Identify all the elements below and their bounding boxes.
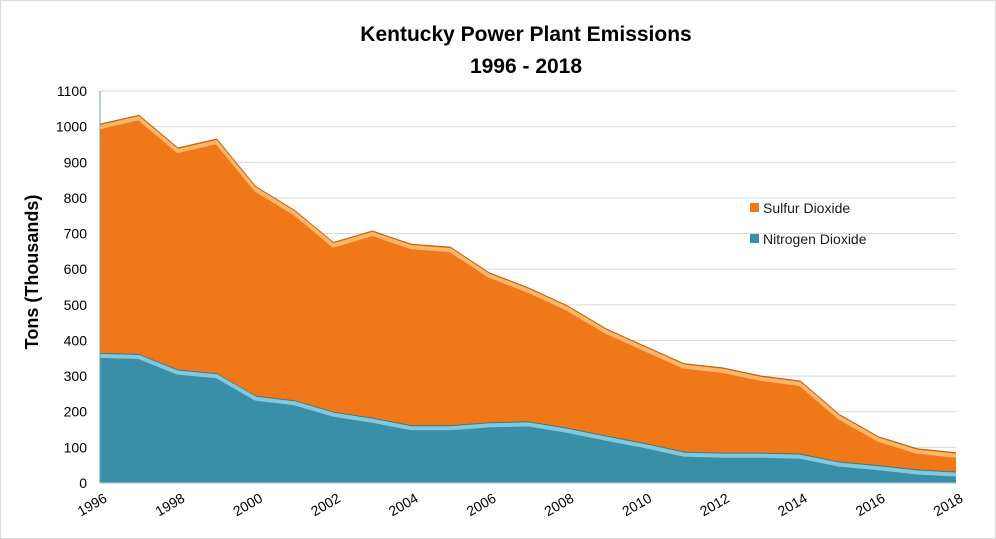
x-tick-label-2000: 2000 — [230, 490, 265, 520]
legend-label-nitrogen-dioxide: Nitrogen Dioxide — [763, 231, 867, 247]
x-tick-label-2012: 2012 — [697, 490, 732, 520]
legend-swatch-sulfur-dioxide — [750, 203, 759, 212]
x-tick-label-1998: 1998 — [152, 490, 187, 520]
chart-title-line-2: 1996 - 2018 — [470, 55, 582, 78]
y-tick-label-800: 800 — [64, 190, 88, 206]
area-highlight-sulfur-dioxide — [99, 116, 957, 458]
x-tick-labels: 1996 1998 2000 2002 2004 2006 2008 2010 2012 2014… — [75, 490, 966, 520]
y-tick-label-700: 700 — [64, 226, 88, 242]
legend: Sulfur Dioxide Nitrogen Dioxide — [750, 200, 867, 247]
y-tick-label-500: 500 — [64, 297, 88, 313]
stacked-areas — [99, 114, 957, 483]
y-tick-label-900: 900 — [64, 154, 88, 170]
x-tick-label-2008: 2008 — [541, 490, 576, 520]
area-edge-sulfur-dioxide — [99, 114, 957, 454]
y-axis-label: Tons (Thousands) — [22, 195, 42, 350]
y-tick-label-1100: 1100 — [57, 83, 87, 99]
legend-swatch-nitrogen-dioxide — [750, 234, 759, 243]
x-tick-label-2004: 2004 — [386, 490, 421, 520]
area-sulfur-dioxide — [100, 115, 956, 472]
y-tick-label-300: 300 — [64, 368, 88, 384]
x-tick-label-2014: 2014 — [775, 490, 810, 520]
y-tick-label-400: 400 — [64, 332, 88, 348]
x-tick-label-2002: 2002 — [308, 490, 343, 520]
x-tick-label-2010: 2010 — [619, 490, 654, 520]
x-tick-label-2006: 2006 — [464, 490, 499, 520]
y-tick-labels: 0 100 200 300 400 500 600 700 800 900 1000 1100 — [56, 83, 87, 491]
x-tick-label-2016: 2016 — [853, 490, 888, 520]
chart-title-line-1: Kentucky Power Plant Emissions — [360, 23, 691, 46]
y-tick-label-1000: 1000 — [56, 119, 87, 135]
axes — [99, 91, 956, 484]
y-tick-label-100: 100 — [64, 439, 88, 455]
legend-label-sulfur-dioxide: Sulfur Dioxide — [763, 200, 850, 216]
y-tick-label-0: 0 — [79, 475, 87, 491]
area-nitrogen-dioxide — [100, 352, 956, 483]
y-tick-label-600: 600 — [64, 261, 88, 277]
y-tick-label-200: 200 — [64, 404, 88, 420]
area-highlight-nitrogen-dioxide — [99, 353, 957, 477]
x-tick-label-1996: 1996 — [75, 490, 110, 520]
x-tick-label-2018: 2018 — [931, 490, 966, 520]
